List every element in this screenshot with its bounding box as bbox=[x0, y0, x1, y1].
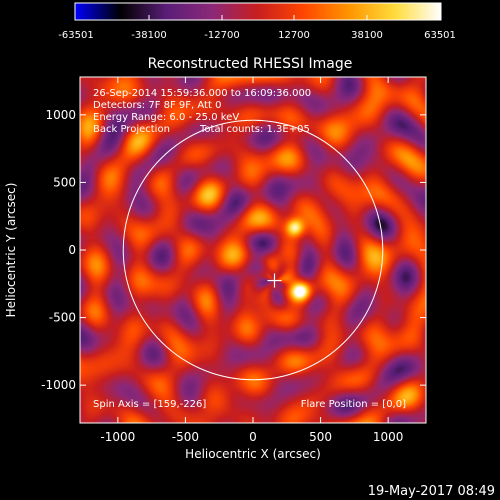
y-tick-label: 500 bbox=[53, 175, 76, 189]
colorbar-tick-label: -63501 bbox=[58, 30, 93, 41]
y-tick-label: 0 bbox=[68, 243, 76, 257]
colorbar-tick-label: 12700 bbox=[278, 30, 310, 41]
solar-limb-circle bbox=[122, 119, 384, 381]
colorbar-tick-label: -12700 bbox=[204, 30, 239, 41]
chart-title: Reconstructed RHESSI Image bbox=[148, 56, 353, 72]
x-tick-label: 1000 bbox=[373, 430, 404, 444]
x-tick-label: -1000 bbox=[100, 430, 135, 444]
time-range-text: 26-Sep-2014 15:59:36.000 to 16:09:36.000 bbox=[93, 88, 311, 99]
y-tick-label: -500 bbox=[49, 311, 76, 325]
x-tick-label: 0 bbox=[249, 430, 257, 444]
x-axis-label: Heliocentric X (arcsec) bbox=[185, 447, 321, 461]
colorbar: -63501 -38100 -12700 12700 38100 63501 bbox=[58, 2, 456, 41]
colorbar-gradient bbox=[74, 2, 442, 21]
flare-position-text: Flare Position = [0,0] bbox=[301, 399, 406, 410]
x-axis-ticks: -1000 -500 0 500 1000 bbox=[100, 77, 403, 444]
energy-range-text: Energy Range: 6.0 - 25.0 keV bbox=[93, 112, 239, 123]
spin-axis-text: Spin Axis = [159,-226] bbox=[93, 399, 206, 410]
footer-date: 19-May-2017 08:49 bbox=[368, 484, 495, 499]
colorbar-tick-label: 63501 bbox=[424, 30, 456, 41]
plot-image bbox=[80, 77, 426, 423]
y-tick-label: 1000 bbox=[45, 108, 76, 122]
y-axis-label: Heliocentric Y (arcsec) bbox=[4, 183, 18, 318]
annotations: 26-Sep-2014 15:59:36.000 to 16:09:36.000… bbox=[93, 88, 406, 410]
total-counts-text: Total counts: 1.3E+05 bbox=[199, 124, 310, 135]
x-tick-label: -500 bbox=[172, 430, 199, 444]
colorbar-ticks bbox=[148, 15, 368, 20]
y-tick-label: -1000 bbox=[41, 378, 76, 392]
colorbar-tick-label: 38100 bbox=[351, 30, 383, 41]
y-axis-ticks: -1000 -500 0 500 1000 bbox=[41, 108, 426, 392]
colorbar-tick-label: -38100 bbox=[131, 30, 166, 41]
spin-axis-marker bbox=[267, 273, 282, 288]
x-tick-label: 500 bbox=[309, 430, 332, 444]
method-text: Back Projection bbox=[93, 124, 170, 135]
detectors-text: Detectors: 7F 8F 9F, Att 0 bbox=[93, 100, 221, 111]
heatmap bbox=[80, 77, 426, 423]
